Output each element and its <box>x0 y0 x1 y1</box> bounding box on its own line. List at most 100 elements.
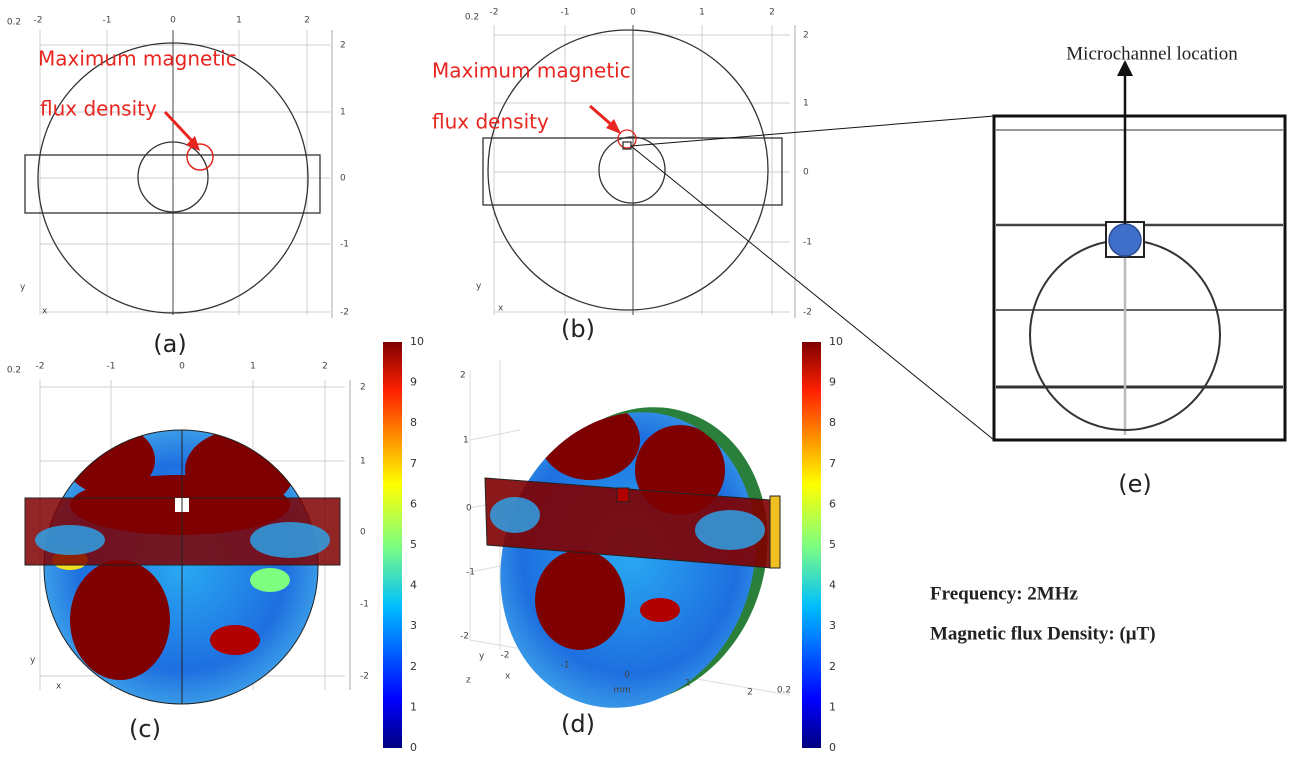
colorbar <box>802 342 821 748</box>
right-tick: -1 <box>803 238 812 248</box>
top-tick: -1 <box>107 362 116 372</box>
colorbar-tick: 8 <box>410 416 417 429</box>
axis-label: x <box>42 307 48 317</box>
axis-label: x <box>505 672 511 682</box>
colorbar-tick: 7 <box>410 457 417 470</box>
colorbar <box>383 342 402 748</box>
top-tick: -2 <box>36 362 45 372</box>
colorbar-tick: 9 <box>829 376 836 389</box>
right-tick: -2 <box>340 308 349 318</box>
top-tick: 1 <box>699 8 705 18</box>
panel-b <box>483 25 994 440</box>
top-tick: 0 <box>179 362 185 372</box>
left-tick: 2 <box>460 371 466 381</box>
colorbar-tick: 7 <box>829 457 836 470</box>
note: Magnetic flux Density: (μT) <box>930 623 1156 644</box>
axis-label: y <box>30 656 36 666</box>
colorbar-tick: 8 <box>829 416 836 429</box>
colorbar-tick: 2 <box>829 660 836 673</box>
top-tick: 0 <box>170 16 176 26</box>
heat-blob <box>35 525 105 555</box>
arrow <box>165 112 194 143</box>
axis-label: y <box>476 282 482 292</box>
right-tick: 0 <box>360 528 366 538</box>
bottom-tick: -1 <box>561 661 570 671</box>
colorbar-tick: 1 <box>829 700 836 713</box>
top-tick: 2 <box>769 8 775 18</box>
right-tick: -2 <box>360 672 369 682</box>
colorbar-tick: 4 <box>829 579 836 592</box>
right-tick: 2 <box>803 31 809 41</box>
top-tick: -2 <box>490 8 499 18</box>
colorbar-tick: 9 <box>410 376 417 389</box>
zoom-line <box>631 116 994 146</box>
note: Frequency: 2MHz <box>930 583 1078 604</box>
annotation: Maximum magnetic <box>432 59 631 83</box>
highlight <box>187 144 213 170</box>
caption: (b) <box>561 315 595 343</box>
heat-blob <box>695 510 765 550</box>
caption: (d) <box>561 710 595 738</box>
label: Microchannel location <box>1066 43 1238 64</box>
colorbar-tick: 5 <box>410 538 417 551</box>
top-tick: -1 <box>561 8 570 18</box>
top-tick: 1 <box>250 362 256 372</box>
colorbar-tick: 4 <box>410 579 417 592</box>
caption: (a) <box>153 330 186 358</box>
bottom-tick: 1 <box>685 679 691 689</box>
colorbar-tick: 1 <box>410 700 417 713</box>
channel-dot <box>1109 224 1141 256</box>
colorbar-tick: 10 <box>410 335 424 348</box>
colorbar-tick: 6 <box>410 497 417 510</box>
top-tick: -2 <box>34 16 43 26</box>
left-tick: -2 <box>460 632 469 642</box>
colorbar-tick: 3 <box>410 619 417 632</box>
bottom-tick: 0.2 <box>777 686 791 696</box>
caption: (e) <box>1118 470 1152 498</box>
colorbar-tick: 2 <box>410 660 417 673</box>
axis-label: y <box>479 652 485 662</box>
right-tick: 2 <box>340 41 346 51</box>
top-tick: -1 <box>103 16 112 26</box>
heat-blob <box>250 522 330 558</box>
right-tick: 0 <box>340 174 346 184</box>
top-tick: 0.2 <box>7 366 21 376</box>
colorbar-tick: 5 <box>829 538 836 551</box>
top-tick: 0.2 <box>7 18 21 28</box>
top-tick: 0 <box>630 8 636 18</box>
bottom-tick: 0 <box>624 671 630 681</box>
grid <box>40 30 330 315</box>
right-tick: -2 <box>803 308 812 318</box>
axis-label: x <box>56 682 62 692</box>
colorbar-tick: 3 <box>829 619 836 632</box>
right-tick: 1 <box>340 108 346 118</box>
slab-side <box>770 496 780 568</box>
bottom-tick: 2 <box>747 688 753 698</box>
right-tick: 2 <box>360 383 366 393</box>
left-tick: 1 <box>463 436 469 446</box>
colorbar-tick: 0 <box>829 741 836 754</box>
right-tick: 0 <box>803 168 809 178</box>
unit: mm <box>613 686 631 696</box>
axis-label: y <box>20 283 26 293</box>
top-tick: 0.2 <box>465 13 479 23</box>
heat-blob <box>490 497 540 533</box>
left-tick: 0 <box>466 504 472 514</box>
panel-e <box>994 60 1285 440</box>
panel-a <box>25 30 332 318</box>
colorbar-tick: 6 <box>829 497 836 510</box>
top-tick: 2 <box>304 16 310 26</box>
left-tick: -1 <box>466 568 475 578</box>
axis-label: x <box>498 304 504 314</box>
annotation: flux density <box>40 97 157 121</box>
axis-label: z <box>466 676 471 686</box>
colorbar-tick: 10 <box>829 335 843 348</box>
figure: 0.2-2-1012210-1-2Maximum magneticflux de… <box>0 0 1297 757</box>
colorbar-tick: 0 <box>410 741 417 754</box>
right-tick: 1 <box>803 99 809 109</box>
top-tick: 1 <box>236 16 242 26</box>
right-tick: -1 <box>340 240 349 250</box>
annotation: flux density <box>432 110 549 134</box>
right-tick: -1 <box>360 600 369 610</box>
panel-c <box>25 342 402 748</box>
